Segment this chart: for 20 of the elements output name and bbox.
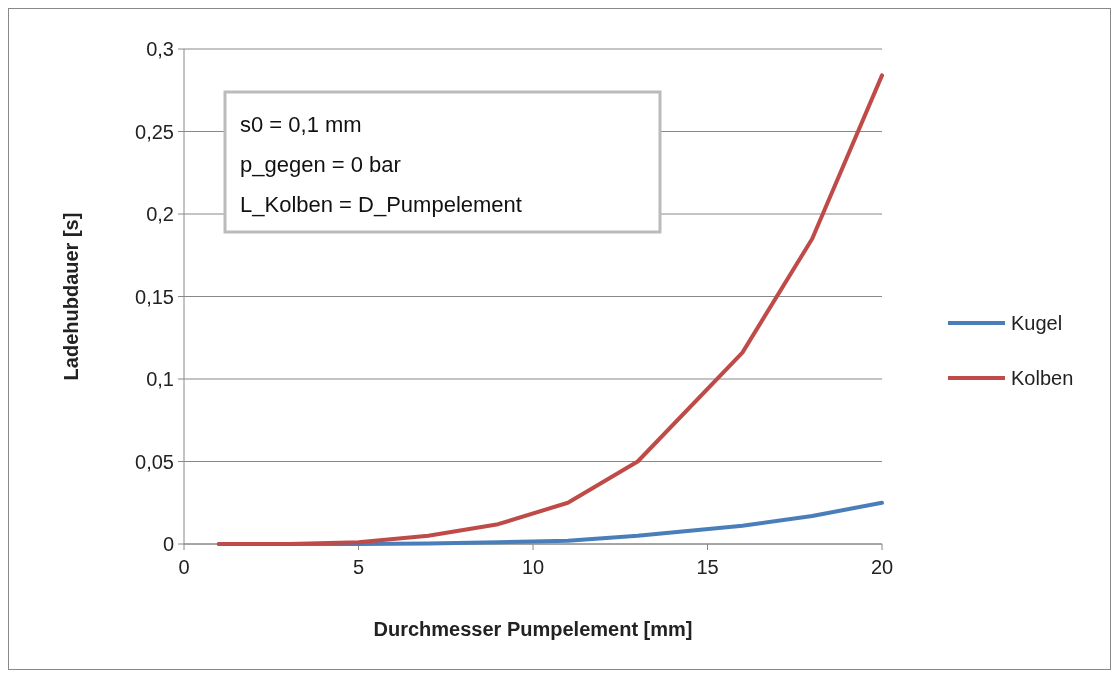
annotation: L_Kolben = D_Pumpelement — [240, 192, 522, 217]
x-tick-label: 10 — [521, 556, 545, 578]
x-tick-label: 5 — [352, 556, 365, 578]
x-axis-title: Durchmesser Pumpelement [mm] — [373, 618, 693, 640]
y-axis-title: Ladehubdauer [s] — [60, 212, 82, 381]
x-tick-label: 20 — [870, 556, 894, 578]
y-tick-label: 0,1 — [146, 368, 174, 390]
y-tick-label: 0 — [162, 533, 174, 555]
annotation: s0 = 0,1 mm — [240, 112, 362, 137]
legend-label: Kugel — [1011, 312, 1063, 334]
x-tick-label: 15 — [696, 556, 719, 578]
y-tick-label: 0,15 — [135, 285, 174, 308]
x-tick-label: 0 — [178, 556, 190, 578]
y-tick-label: 0,25 — [135, 120, 174, 143]
y-tick-label: 0,2 — [146, 203, 174, 225]
y-tick-label: 0,3 — [146, 38, 174, 60]
line-series — [216, 73, 884, 546]
y-tick-label: 0,05 — [135, 450, 174, 473]
legend-label: Kolben — [1011, 367, 1074, 389]
annotation: p_gegen = 0 bar — [240, 152, 401, 177]
